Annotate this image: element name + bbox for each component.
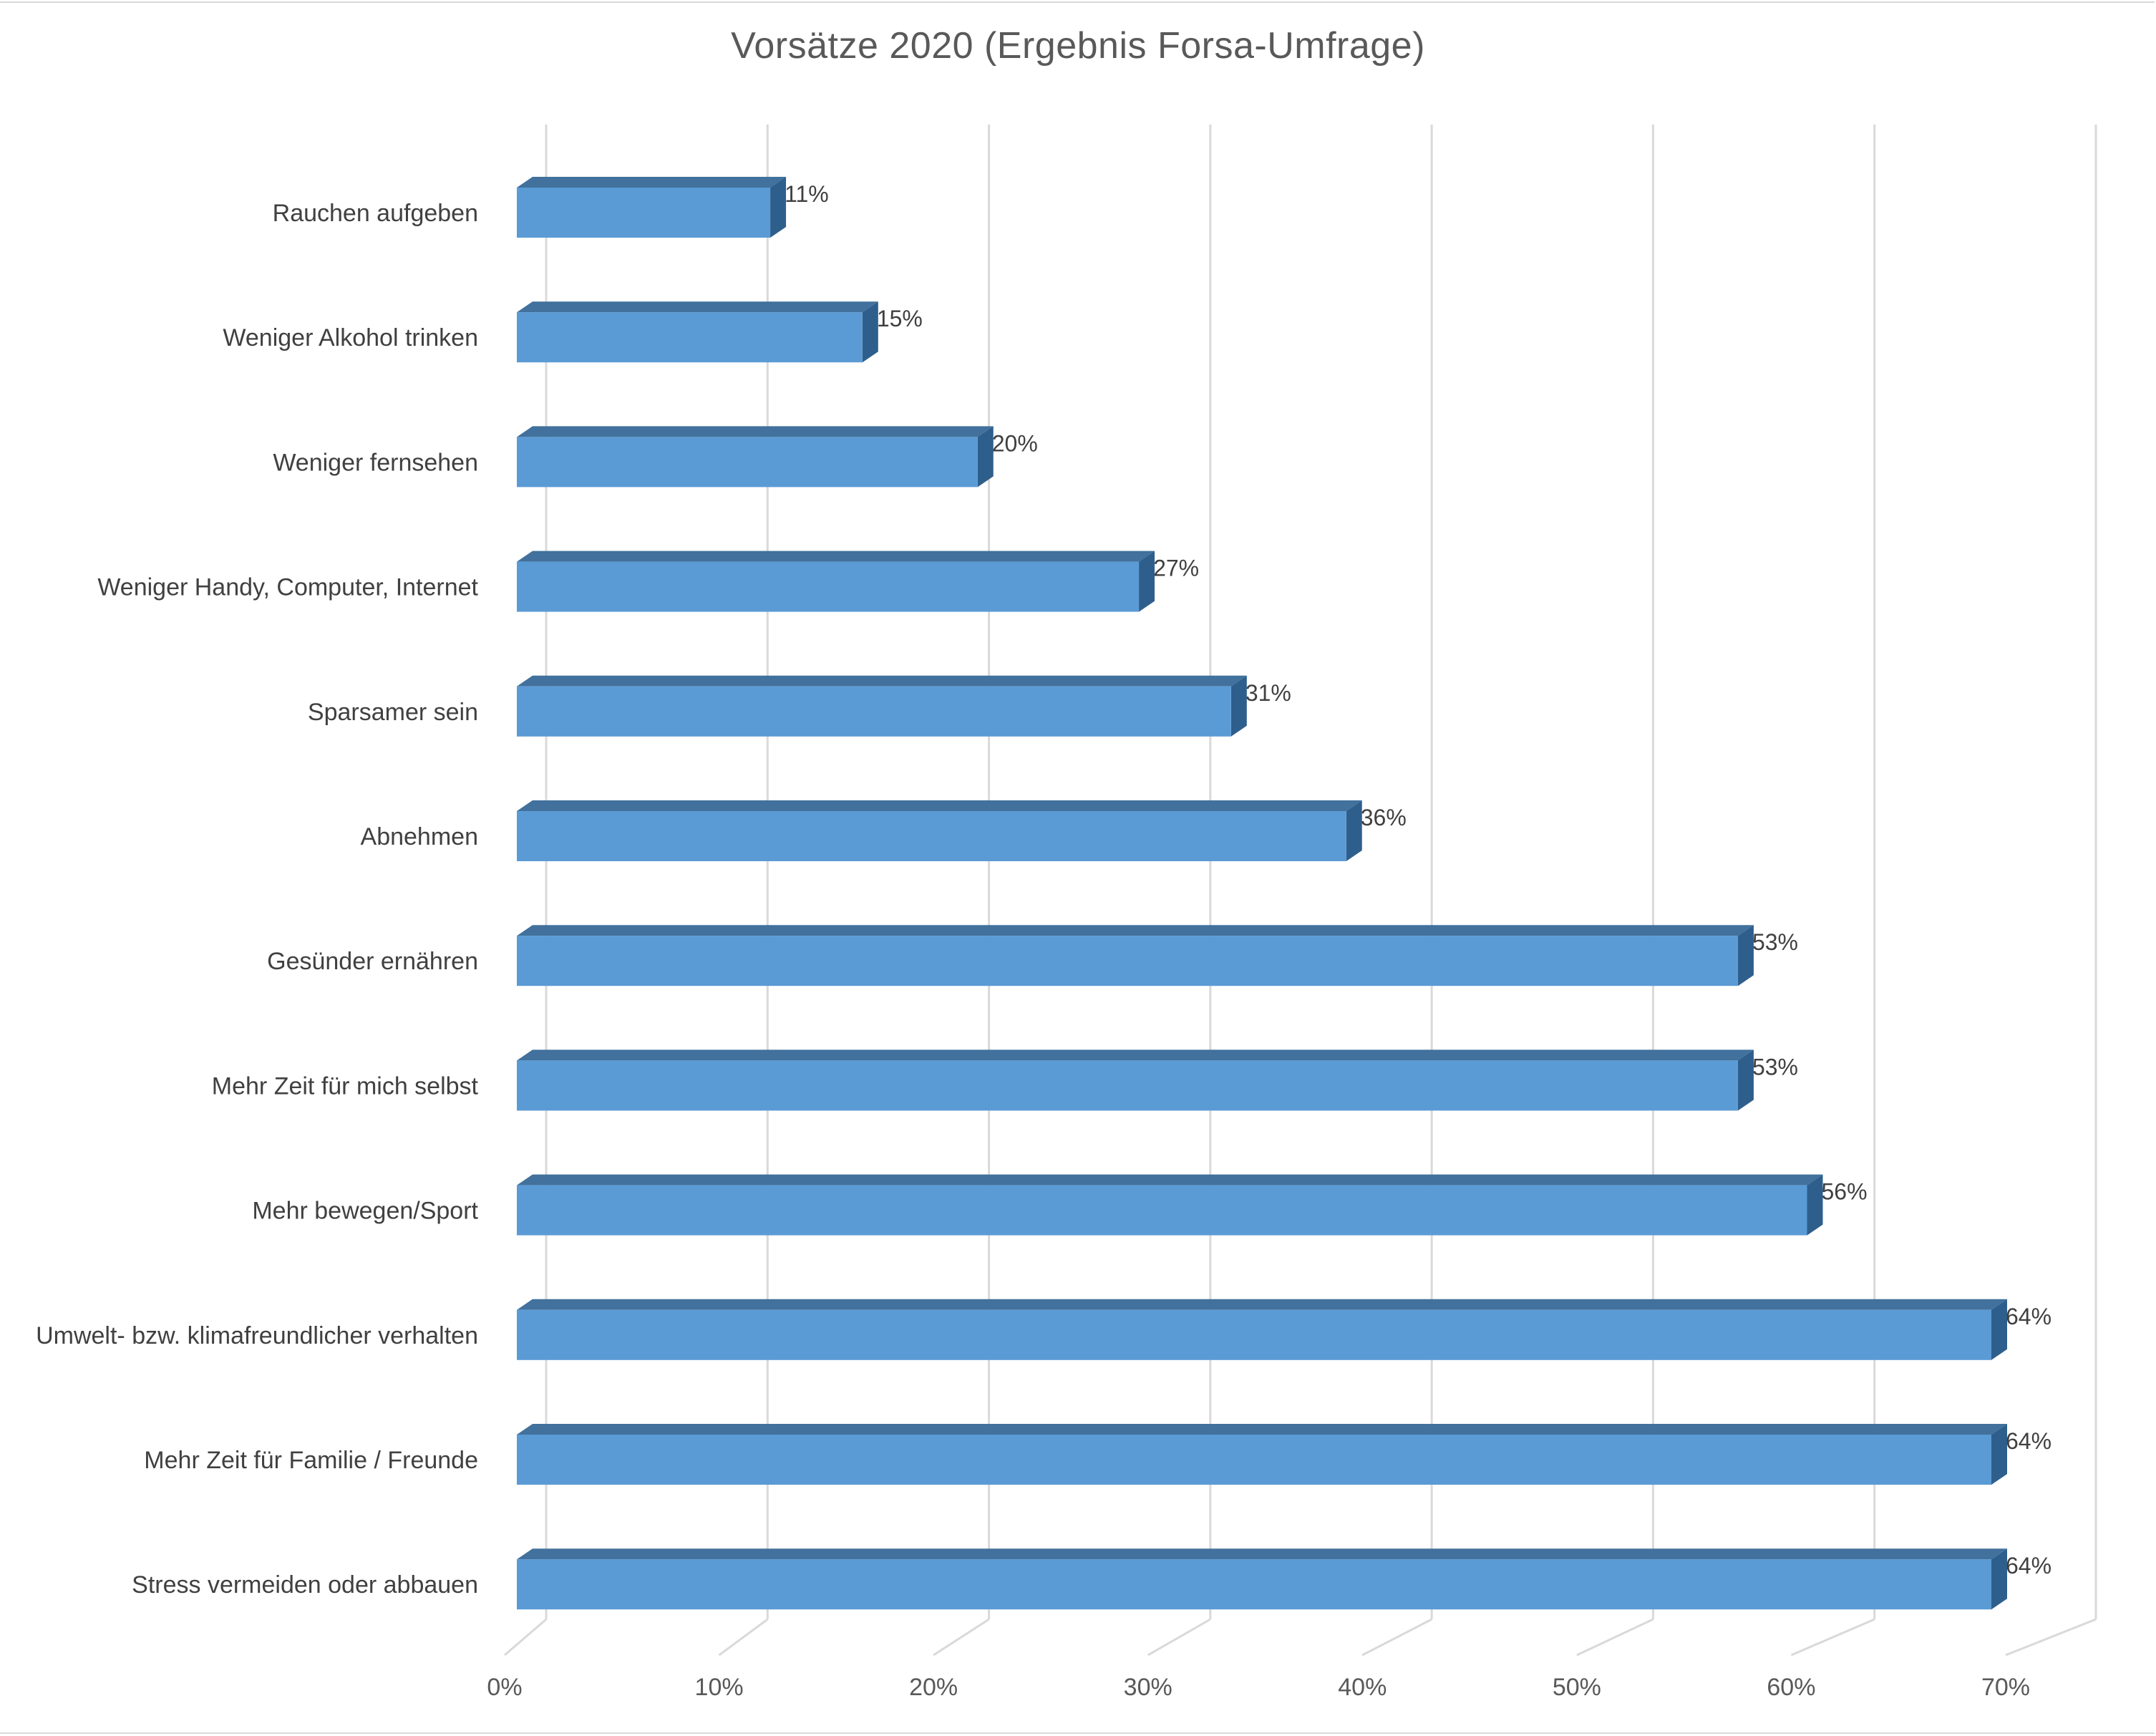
gridline-floor: [933, 1618, 990, 1657]
bar-top-face: [517, 800, 1362, 811]
category-label: Rauchen aufgeben: [273, 200, 478, 227]
x-tick-label: 0%: [487, 1674, 522, 1701]
bar-top-face: [517, 1299, 2007, 1310]
category-label: Weniger fernsehen: [273, 449, 478, 476]
gridline-floor: [504, 1618, 547, 1657]
category-label: Mehr Zeit für mich selbst: [212, 1072, 479, 1100]
bar-top-face: [517, 177, 787, 188]
bar-side-face: [1230, 675, 1247, 737]
bar-side-face: [1737, 1049, 1754, 1111]
data-label: 53%: [1752, 1054, 1798, 1080]
x-tick-label: 40%: [1338, 1674, 1387, 1701]
gridline-floor: [1790, 1618, 1875, 1657]
bar: [517, 561, 1140, 612]
gridline-floor: [1361, 1618, 1432, 1657]
bar-side-face: [862, 301, 878, 363]
x-tick-label: 20%: [909, 1674, 958, 1701]
x-tick-label: 50%: [1553, 1674, 1601, 1701]
bar-top-face: [517, 925, 1754, 936]
gridline-floor: [2005, 1618, 2097, 1657]
category-label: Mehr bewegen/Sport: [252, 1198, 478, 1225]
bar-side-face: [770, 177, 787, 238]
bar-top-face: [517, 1424, 2007, 1435]
category-label: Weniger Alkohol trinken: [223, 324, 478, 351]
data-label: 36%: [1361, 805, 1407, 830]
x-tick-label: 10%: [695, 1674, 744, 1701]
x-tick-label: 60%: [1767, 1674, 1815, 1701]
bar: [517, 312, 863, 363]
bar-top-face: [517, 301, 878, 313]
bar-top-face: [517, 1174, 1823, 1185]
data-label: 53%: [1752, 929, 1798, 955]
category-label: Sparsamer sein: [308, 699, 478, 726]
bar: [517, 1309, 1991, 1360]
bar-side-face: [1991, 1299, 2007, 1360]
bar-top-face: [517, 426, 994, 437]
category-label: Stress vermeiden oder abbauen: [132, 1571, 478, 1599]
bar: [517, 811, 1346, 861]
data-label: 20%: [992, 430, 1038, 456]
bar-side-face: [1346, 800, 1362, 861]
gridline-floor: [718, 1618, 769, 1657]
bar-top-face: [517, 675, 1247, 687]
bar-top-face: [517, 551, 1155, 562]
bar-side-face: [1139, 551, 1155, 612]
category-label: Umwelt- bzw. klimafreundlicher verhalten: [36, 1322, 478, 1349]
bar: [517, 1060, 1738, 1111]
category-label: Weniger Handy, Computer, Internet: [97, 574, 478, 601]
data-label: 27%: [1153, 556, 1199, 581]
data-label: 15%: [877, 306, 923, 331]
bar: [517, 1559, 1991, 1610]
data-label: 31%: [1245, 680, 1291, 706]
gridline-floor: [1576, 1618, 1654, 1657]
bar-side-face: [1737, 925, 1754, 986]
bar-side-face: [1807, 1174, 1823, 1236]
bar-side-face: [1991, 1424, 2007, 1485]
data-label: 64%: [2006, 1428, 2051, 1454]
bar-top-face: [517, 1548, 2007, 1560]
category-label: Mehr Zeit für Familie / Freunde: [144, 1447, 478, 1474]
bar-top-face: [517, 1049, 1754, 1061]
x-tick-label: 30%: [1124, 1674, 1172, 1701]
bar: [517, 936, 1738, 986]
data-label: 64%: [2006, 1304, 2051, 1329]
bar: [517, 1435, 1991, 1485]
data-label: 11%: [785, 181, 829, 207]
category-label: Abnehmen: [361, 823, 478, 850]
data-label: 64%: [2006, 1553, 2051, 1579]
bar: [517, 1185, 1807, 1236]
bar: [517, 188, 771, 238]
chart-title: Vorsätze 2020 (Ergebnis Forsa-Umfrage): [731, 25, 1425, 67]
bar-side-face: [977, 426, 994, 488]
bar: [517, 686, 1231, 737]
x-tick-label: 70%: [1981, 1674, 2030, 1701]
data-label: 56%: [1822, 1179, 1868, 1205]
gridline-floor: [1147, 1618, 1211, 1657]
bar-side-face: [1991, 1548, 2007, 1610]
category-label: Gesünder ernähren: [267, 948, 478, 975]
bar: [517, 437, 978, 488]
